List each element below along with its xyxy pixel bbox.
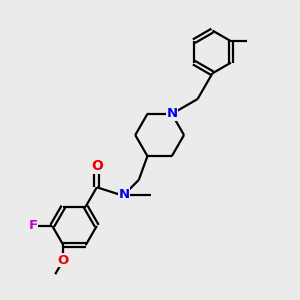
- Text: O: O: [91, 160, 103, 173]
- Text: F: F: [28, 219, 38, 232]
- Text: N: N: [166, 107, 177, 120]
- Text: N: N: [118, 188, 130, 201]
- Text: O: O: [58, 254, 69, 267]
